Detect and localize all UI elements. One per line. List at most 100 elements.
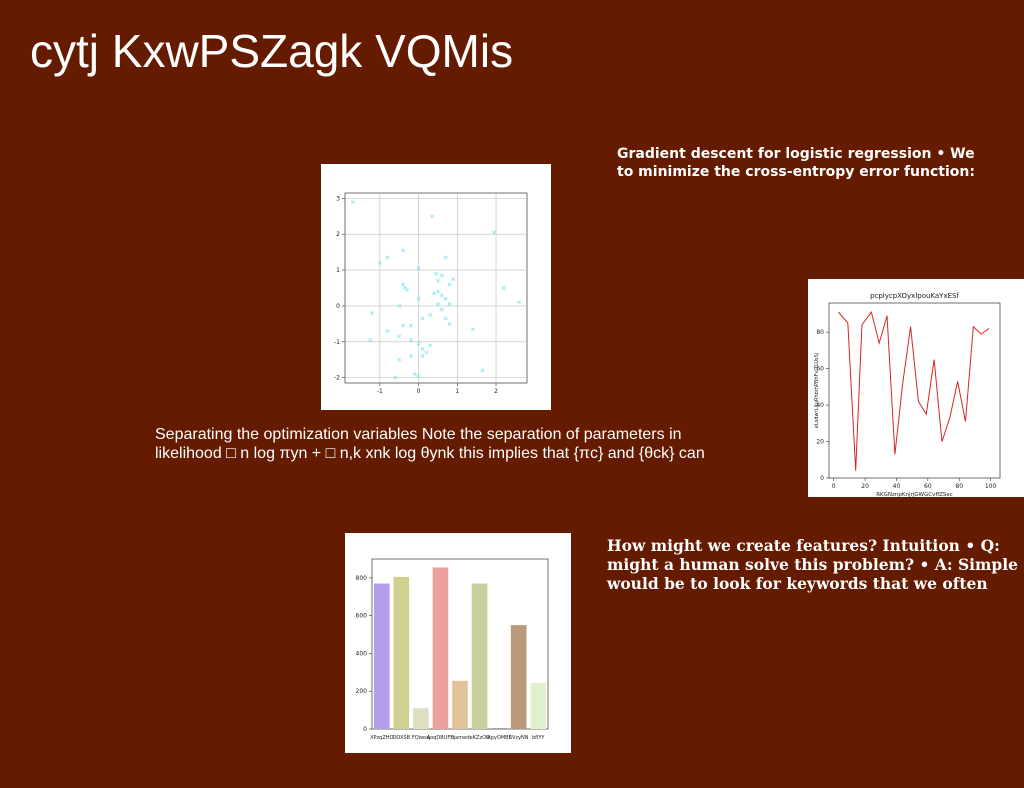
scatter-point [447, 302, 452, 307]
text-line: likelihood □ n log πyn + □ n,k xnk log θ… [155, 445, 705, 462]
y-axis-label: eLsdwrLXuRhbthPBhFvlTLUsSj [814, 353, 820, 428]
scatter-point [435, 289, 440, 294]
scatter-point [480, 368, 485, 373]
x-tick-label: 80 [955, 483, 963, 490]
scatter-point [408, 354, 413, 359]
text-line: to minimize the cross-entropy error func… [617, 164, 975, 180]
x-axis-label: RKGNznpKnjrjGWGCvffZSec [876, 492, 953, 497]
scatter-point [430, 214, 435, 219]
scatter-point [517, 300, 522, 305]
scatter-point [420, 346, 425, 351]
scatter-point [385, 329, 390, 333]
line-series [838, 310, 990, 471]
y-tick-label: 3 [336, 195, 340, 202]
x-tick-label: FQiwsq [412, 735, 430, 741]
scatter-point [385, 255, 390, 260]
chart-image: -2 -1 0 1 2 3 -1 0 1 2 [321, 164, 551, 410]
text-line: How might we create features? Intuition … [607, 536, 1000, 555]
bar [413, 708, 429, 729]
y-tick-label: 80 [816, 329, 824, 336]
x-tick-label: lkpyOMBE [486, 735, 511, 741]
y-tick-label: 40 [816, 402, 824, 409]
scatter-point [397, 334, 402, 339]
y-tick-label: 1 [336, 267, 340, 274]
text-line: Gradient descent for logistic regression… [617, 146, 975, 162]
y-tick-label: -1 [334, 339, 340, 346]
x-tick-label: IeKZzOIX [468, 735, 491, 741]
scatter-point [424, 350, 429, 355]
scatter-point [401, 248, 406, 253]
text-line: might a human solve this problem? • A: S… [607, 555, 1019, 574]
chart-image: 0 20 40 60 80 0 20 40 60 80 100 pcplycpXOyxlpouKaYx… [808, 279, 1024, 497]
y-tick-label: 800 [356, 575, 368, 582]
bar [432, 567, 449, 729]
scatter-point [432, 291, 437, 296]
y-tick-label: -2 [334, 375, 340, 382]
scatter-point [397, 357, 402, 362]
scatter-point [368, 338, 373, 342]
scatter-point [428, 343, 433, 348]
scatter-point [435, 278, 440, 283]
scatter-point [350, 200, 355, 204]
scatter-point [439, 273, 444, 278]
scatter-point [416, 296, 421, 301]
bar [373, 583, 390, 729]
bar [530, 682, 547, 729]
x-tick-label: 40 [893, 483, 901, 490]
bar [452, 680, 468, 729]
x-tick-label: 2 [494, 388, 498, 395]
y-tick-label: 200 [356, 688, 368, 695]
x-tick-label: 20 [861, 483, 869, 490]
plot-frame [344, 192, 528, 384]
paragraph: Gradient descent for logistic regression… [617, 145, 975, 181]
scatter-point [416, 266, 421, 271]
scatter-point [370, 311, 375, 316]
paragraph: How might we create features? Intuition … [607, 536, 1018, 593]
scatter-point [451, 277, 456, 281]
x-tick-label: bfIYY [532, 735, 545, 741]
scatter-point [420, 354, 425, 359]
paragraph: Separating the optimization variables No… [155, 425, 705, 463]
scatter-point [377, 260, 382, 265]
scatter-point [439, 307, 444, 312]
x-tick-label: 1 [455, 388, 459, 395]
scatter-point [420, 316, 425, 321]
scatter-point [492, 230, 497, 235]
y-tick-label: 2 [336, 231, 340, 238]
scatter-point [443, 255, 448, 260]
bar [491, 728, 507, 729]
scatter-point [435, 302, 440, 307]
scatter-point [416, 373, 421, 378]
chart-image: 0 200 400 600 800 XPzqZHO DOXSB FQiwsqAoqDBUFDh… [345, 533, 571, 753]
scatter-point [501, 286, 506, 290]
chart-title: pcplycpXOyxlpouKaYxESf [870, 292, 959, 300]
y-tick-label: 0 [820, 475, 824, 482]
text-line: would be to look for keywords that we of… [607, 574, 988, 593]
x-tick-label: 0 [417, 388, 421, 395]
scatter-point [397, 303, 402, 308]
bar [510, 625, 527, 729]
scatter-point [428, 312, 433, 317]
scatter-point [416, 341, 421, 346]
x-tick-label: hjamen [451, 735, 470, 741]
x-tick-label: SVzyNN [509, 735, 529, 741]
scatter-point [401, 323, 406, 328]
scatter-point [408, 338, 413, 342]
x-tick-label: AoqDBUFD [427, 735, 454, 741]
y-tick-label: 0 [363, 726, 367, 733]
scatter-point [434, 271, 438, 276]
bar [393, 576, 410, 729]
x-tick-label: 0 [832, 483, 836, 490]
scatter-point [408, 323, 413, 328]
y-tick-label: 60 [816, 366, 824, 373]
y-tick-label: 20 [816, 439, 824, 446]
scatter-point [447, 321, 452, 326]
x-tick-label: -1 [377, 388, 383, 395]
text-line: Separating the optimization variables No… [155, 426, 682, 443]
y-tick-label: 0 [336, 303, 340, 310]
scatter-point [393, 375, 398, 380]
slide-title: cytj KxwPSZagk VQMis [30, 25, 514, 77]
x-tick-label: 100 [985, 483, 997, 490]
scatter-point [403, 286, 407, 290]
